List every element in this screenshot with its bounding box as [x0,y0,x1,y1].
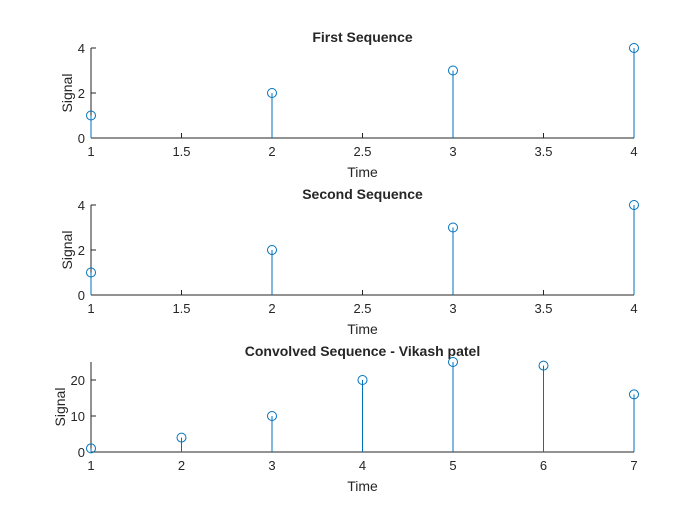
x-axis-label: Time [347,478,378,494]
x-axis-label: Time [347,164,378,180]
stem-marker [538,360,549,371]
x-tick-label: 3 [268,458,275,473]
subplot-second-sequence: Second Sequence Time Signal 1 1.5 2 2.5 3 3.5… [59,186,639,337]
y-tick-label: 2 [78,86,85,101]
subplot-first-sequence: First Sequence Time Signal 1 1.5 2 2.5 3 3.5 4… [59,29,639,180]
stem-marker [629,200,639,210]
chart-title: First Sequence [312,29,413,45]
stem-marker [629,43,639,53]
x-tick-label: 2 [178,458,185,473]
stem-marker [357,375,368,385]
stem-marker [629,389,639,400]
x-tick-label: 2 [268,301,275,316]
y-tick-label: 0 [78,445,85,460]
stem-marker [267,411,277,421]
y-axis-label: Signal [59,231,75,270]
x-tick-label: 3.5 [534,144,552,159]
stem-marker [86,443,96,454]
stem-marker [86,267,96,278]
y-tick-label: 20 [71,373,85,388]
x-tick-label: 4 [359,458,366,473]
y-tick-label: 4 [78,41,85,56]
y-axis-label: Signal [59,74,75,113]
stem-marker [448,65,458,76]
x-tick-label: 3 [449,301,456,316]
x-tick-label: 1.5 [172,301,190,316]
x-tick-label: 2 [268,144,275,159]
stem-marker [86,110,96,121]
x-tick-label: 6 [540,458,547,473]
x-tick-label: 2.5 [353,301,371,316]
chart-title: Second Sequence [302,186,423,202]
stem-marker [267,88,277,98]
stem-marker [448,222,458,233]
y-axis-label: Signal [52,388,68,427]
x-tick-label: 7 [630,458,637,473]
y-tick-label: 2 [78,243,85,258]
x-tick-label: 3.5 [534,301,552,316]
x-tick-label: 1 [87,301,94,316]
y-tick-label: 4 [78,198,85,213]
x-tick-label: 2.5 [353,144,371,159]
stem-marker [176,432,187,443]
x-tick-label: 1 [87,144,94,159]
y-tick-label: 0 [78,131,85,146]
x-tick-label: 1.5 [172,144,190,159]
chart-title: Convolved Sequence - Vikash patel [245,343,480,359]
y-tick-label: 10 [71,409,85,424]
x-tick-label: 1 [87,458,94,473]
x-axis-label: Time [347,321,378,337]
stem-marker [267,245,277,255]
x-tick-label: 3 [449,144,456,159]
x-tick-label: 4 [630,301,637,316]
subplot-convolved-sequence: Convolved Sequence - Vikash patel Time S… [52,343,639,494]
stem-marker [448,357,458,367]
x-tick-label: 4 [630,144,637,159]
x-tick-label: 5 [449,458,456,473]
y-tick-label: 0 [78,288,85,303]
